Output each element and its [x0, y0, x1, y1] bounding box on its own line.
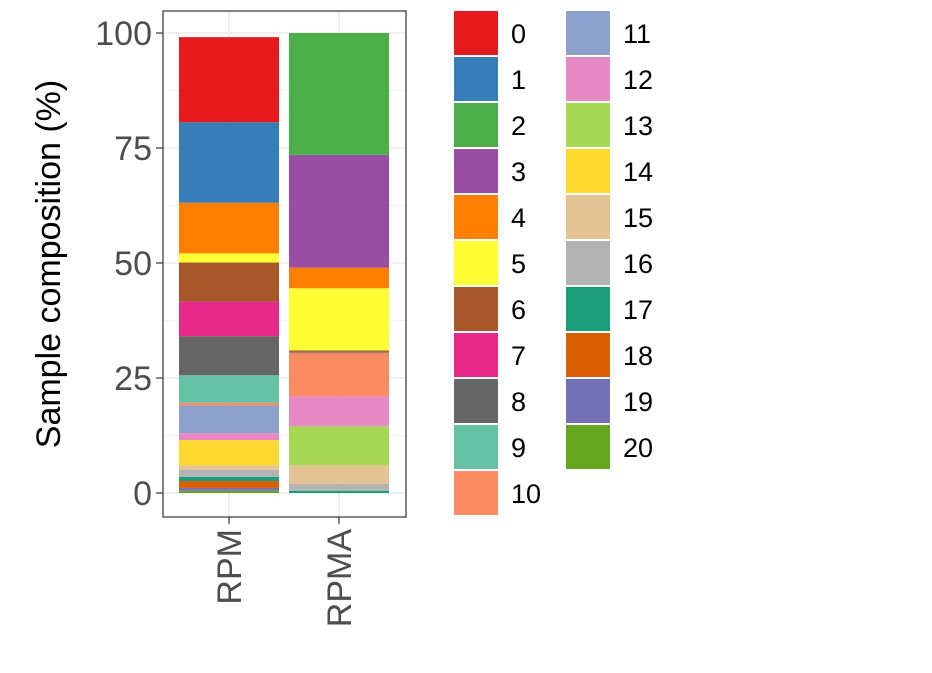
bar-segment-rpma-cluster-6	[289, 350, 389, 352]
legend-key-cluster-8	[454, 379, 498, 423]
bar-segment-rpm-cluster-14	[179, 440, 279, 466]
legend-key-cluster-14	[566, 149, 610, 193]
legend-label-cluster-6: 6	[511, 295, 526, 325]
x-tick-label: RPMA	[321, 529, 359, 628]
legend-label-cluster-12: 12	[623, 65, 653, 95]
legend-key-cluster-13	[566, 103, 610, 147]
plot-panel-border	[162, 10, 407, 518]
bar-segment-rpma-cluster-3	[289, 154, 389, 268]
legend-label-cluster-18: 18	[623, 341, 653, 371]
legend-key-cluster-12	[566, 57, 610, 101]
bar-segment-rpm-cluster-17	[179, 476, 279, 482]
legend-key-cluster-6	[454, 287, 498, 331]
legend-key-cluster-4	[454, 195, 498, 239]
y-tick-label: 100	[95, 15, 152, 53]
legend-label-cluster-14: 14	[623, 157, 653, 187]
legend-label-cluster-15: 15	[623, 203, 653, 233]
y-tick-label: 25	[114, 360, 152, 398]
y-tick-label: 50	[114, 245, 152, 283]
bar-segment-rpma-cluster-12	[289, 396, 389, 427]
y-axis: 0 25 50 75 100	[95, 15, 163, 513]
legend-key-cluster-17	[566, 287, 610, 331]
legend-label-cluster-1: 1	[511, 65, 526, 95]
bar-segment-rpma-cluster-4	[289, 267, 389, 289]
legend-key-cluster-9	[454, 425, 498, 469]
y-tick-label: 0	[133, 475, 152, 513]
legend-key-cluster-0	[454, 11, 498, 55]
bar-segment-rpm-cluster-15	[179, 465, 279, 470]
legend-label-cluster-4: 4	[511, 203, 526, 233]
legend-key-cluster-15	[566, 195, 610, 239]
bar-segment-rpm-cluster-18	[179, 481, 279, 488]
legend-label-cluster-20: 20	[623, 433, 653, 463]
bar-segment-rpm-cluster-16	[179, 470, 279, 477]
legend-key-cluster-18	[566, 333, 610, 377]
y-axis-title: Sample composition (%)	[30, 80, 68, 448]
bar-segment-rpma-cluster-16	[289, 483, 389, 491]
legend-key-cluster-2	[454, 103, 498, 147]
legend-key-cluster-20	[566, 425, 610, 469]
bar-segment-rpm-cluster-0	[179, 37, 279, 123]
bar-segment-rpm-cluster-19	[179, 487, 279, 491]
x-tick-label: RPM	[211, 529, 249, 605]
bar-segment-rpm-cluster-10	[179, 402, 279, 406]
legend-key-cluster-7	[454, 333, 498, 377]
legend-label-cluster-16: 16	[623, 249, 653, 279]
legend-key-cluster-11	[566, 11, 610, 55]
bar-segment-rpm-cluster-7	[179, 301, 279, 337]
legend-label-cluster-19: 19	[623, 387, 653, 417]
bar-segment-rpm-cluster-11	[179, 405, 279, 434]
bar-segment-rpm-cluster-12	[179, 433, 279, 441]
legend-label-cluster-13: 13	[623, 111, 653, 141]
x-axis: RPM RPMA	[211, 517, 359, 627]
bar-segment-rpma-cluster-15	[289, 465, 389, 484]
bar-segment-rpma-cluster-10	[289, 352, 389, 397]
bar-segment-rpma-cluster-5	[289, 288, 389, 351]
legend-label-cluster-3: 3	[511, 157, 526, 187]
legend-key-cluster-10	[454, 471, 498, 515]
bar-segment-rpma-cluster-2	[289, 33, 389, 155]
legend-label-cluster-10: 10	[511, 479, 541, 509]
legend-key-cluster-1	[454, 57, 498, 101]
bars	[179, 33, 389, 493]
legend-label-cluster-7: 7	[511, 341, 526, 371]
legend-key-cluster-16	[566, 241, 610, 285]
bar-segment-rpm-cluster-6	[179, 262, 279, 302]
bar-segment-rpm-cluster-5	[179, 253, 279, 263]
legend-label-cluster-9: 9	[511, 433, 526, 463]
bar-segment-rpm-cluster-20	[179, 490, 279, 493]
legend-key-cluster-5	[454, 241, 498, 285]
legend-key-cluster-19	[566, 379, 610, 423]
bar-segment-rpma-cluster-8	[289, 351, 389, 353]
y-tick-label: 75	[114, 130, 152, 168]
legend-key-cluster-3	[454, 149, 498, 193]
legend-label-cluster-5: 5	[511, 249, 526, 279]
legend-label-cluster-11: 11	[623, 19, 651, 49]
bar-segment-rpma-cluster-17	[289, 490, 389, 493]
legend-label-cluster-2: 2	[511, 111, 526, 141]
legend-label-cluster-0: 0	[511, 19, 526, 49]
legend-label-cluster-17: 17	[623, 295, 653, 325]
bar-segment-rpm-cluster-8	[179, 336, 279, 376]
legend-label-cluster-8: 8	[511, 387, 526, 417]
bar-segment-rpm-cluster-9	[179, 375, 279, 403]
bar-segment-rpm-cluster-1	[179, 122, 279, 203]
bar-segment-rpm-cluster-4	[179, 202, 279, 254]
bar-segment-rpma-cluster-13	[289, 426, 389, 466]
